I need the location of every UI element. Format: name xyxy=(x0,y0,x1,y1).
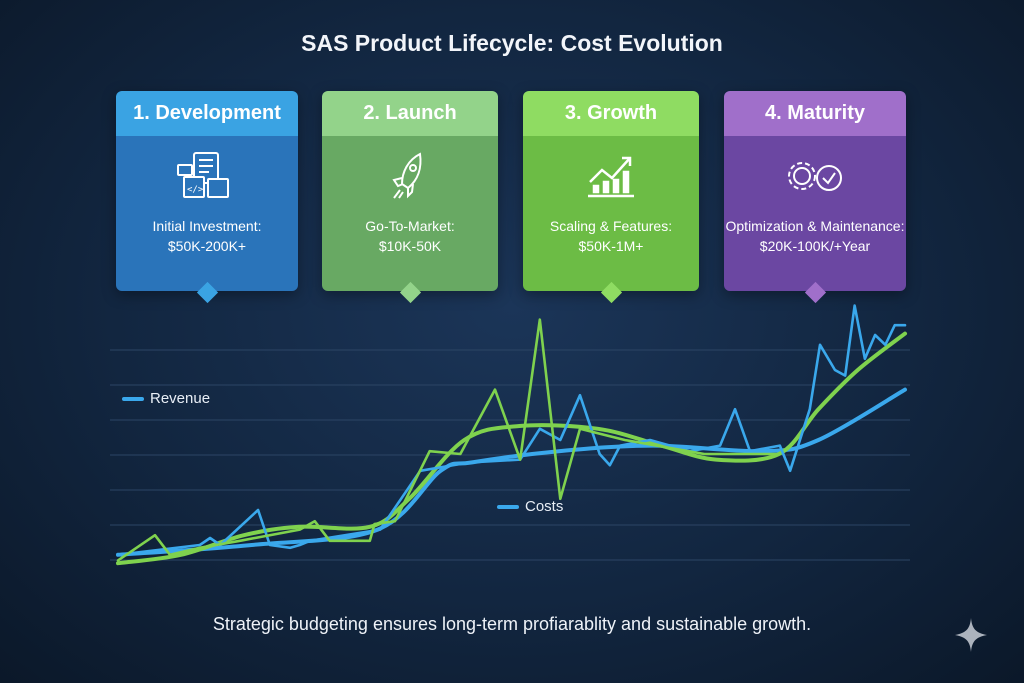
stage-cost-value: $50K-1M+ xyxy=(578,238,644,254)
legend-label: Revenue xyxy=(150,390,211,407)
footer-caption: Strategic budgeting ensures long-term pr… xyxy=(212,614,812,634)
legend-label: Costs xyxy=(525,498,564,515)
rocket-icon xyxy=(322,136,498,216)
series-line-3-jagged xyxy=(116,318,782,562)
stage-card-development: 1. Development </> Initial Investment: $… xyxy=(116,91,298,304)
chart-lines xyxy=(116,304,907,566)
legend-swatch xyxy=(497,504,519,509)
stage-cost-label: Optimization & Maintenance: xyxy=(725,218,905,234)
stage-cost-value: $20K-100K/+Year xyxy=(759,238,871,254)
legend-costs: Costs xyxy=(497,498,563,515)
code-devices-icon: </> xyxy=(116,136,298,216)
legend-swatch xyxy=(122,396,144,401)
stage-cost-label: Scaling & Features: xyxy=(549,218,673,234)
series-line-2-jagged xyxy=(116,304,907,557)
stage-cost-label: Go-To-Market: xyxy=(365,218,455,234)
stage-cost-value: $50K-200K+ xyxy=(167,238,247,254)
stage-card-maturity: 4. Maturity Optimization & Maintenance: … xyxy=(724,91,906,304)
chart-grid xyxy=(110,349,910,561)
stage-cost-value: $10K-50K xyxy=(378,238,442,254)
stage-title: 2. Launch xyxy=(322,91,498,136)
stage-card-growth: 3. Growth Scaling & Features: $50K-1M+ xyxy=(523,91,699,304)
legend-revenue: Revenue xyxy=(122,390,210,407)
growth-chart-icon xyxy=(523,136,699,216)
stage-title: 1. Development xyxy=(116,91,298,136)
stage-title: 3. Growth xyxy=(523,91,699,136)
page-title: SAS Product Lifecycle: Cost Evolution xyxy=(301,30,723,56)
gears-check-icon xyxy=(724,136,906,216)
svg-text:</>: </> xyxy=(187,185,204,195)
stage-title: 4. Maturity xyxy=(724,91,906,136)
sparkle-icon xyxy=(955,618,987,657)
series-line-0-smooth xyxy=(116,387,907,557)
stage-card-launch: 2. Launch Go-To-Market: $10K-50K xyxy=(322,91,498,304)
stage-cost-label: Initial Investment: xyxy=(152,218,262,234)
